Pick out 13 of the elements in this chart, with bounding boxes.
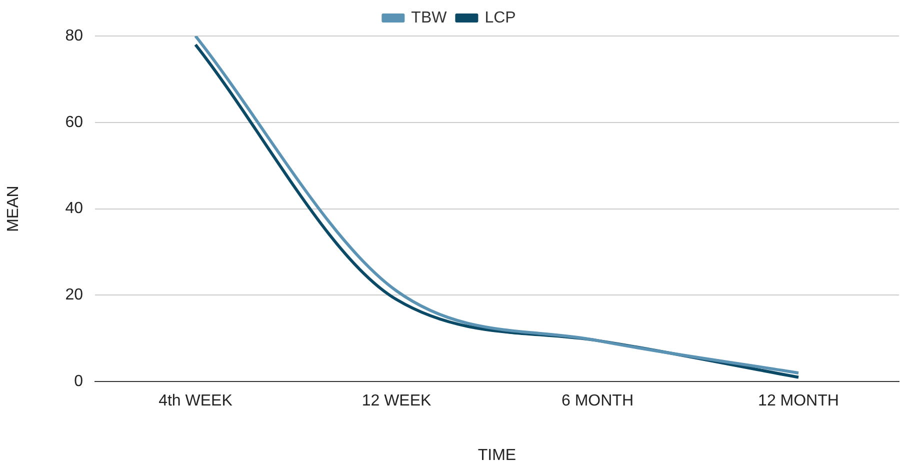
legend-label: LCP (484, 9, 516, 26)
y-tick-label: 20 (65, 286, 84, 304)
x-axis-title: TIME (478, 446, 516, 464)
y-tick-label: 40 (65, 200, 84, 218)
y-tick-label: 80 (65, 27, 84, 44)
y-axis-title: MEAN (5, 186, 22, 232)
x-tick-label: 12 MONTH (758, 392, 839, 410)
y-tick-label: 60 (65, 114, 84, 131)
x-tick-label: 12 WEEK (362, 392, 432, 410)
x-tick-label: 6 MONTH (562, 392, 634, 410)
x-tick-label: 4th WEEK (158, 392, 233, 410)
legend-label: TBW (411, 9, 448, 26)
y-tick-label: 0 (74, 373, 84, 390)
